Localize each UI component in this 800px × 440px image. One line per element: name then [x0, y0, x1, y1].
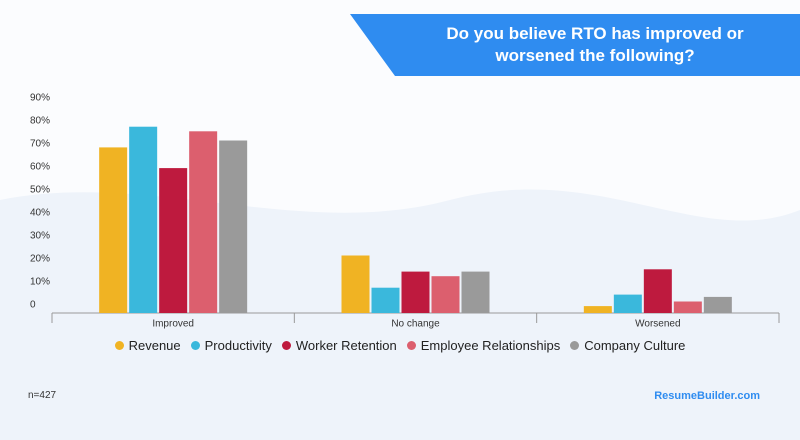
bar [673, 301, 702, 313]
legend-item: Worker Retention [281, 338, 397, 353]
legend-marker [406, 341, 416, 350]
y-tick-label: 20% [30, 254, 50, 265]
y-tick-label: 10% [30, 277, 50, 288]
x-tick-label: Worsened [635, 319, 680, 330]
legend-label: Employee Relationships [420, 338, 561, 353]
y-tick-label: 50% [30, 185, 50, 196]
legend-item: Company Culture [570, 338, 685, 353]
legend-marker [281, 341, 291, 350]
y-tick-label: 60% [30, 162, 50, 173]
x-tick-label: Improved [152, 319, 194, 330]
bar [461, 271, 490, 313]
bar [643, 269, 672, 313]
y-tick-label: 80% [30, 116, 50, 127]
bar [703, 296, 732, 313]
bar [613, 294, 642, 313]
source: ResumeBuilder.com [654, 390, 760, 402]
x-tick-label: No change [391, 319, 440, 330]
legend: Revenue Productivity Worker Retention Emplo… [0, 338, 800, 353]
y-tick-label: 90% [30, 93, 50, 104]
bar [583, 306, 612, 313]
legend-marker [570, 341, 580, 350]
sample-note: n=427 [28, 390, 57, 401]
legend-label: Productivity [204, 338, 272, 353]
legend-item: Productivity [190, 338, 272, 353]
y-tick-label: 0 [30, 300, 36, 311]
bar [341, 255, 370, 313]
legend-marker [114, 341, 124, 350]
y-tick-label: 40% [30, 208, 50, 219]
bar [219, 140, 248, 313]
bar [129, 126, 158, 313]
bar [431, 276, 460, 313]
bar [99, 147, 128, 313]
legend-item: Employee Relationships [406, 338, 561, 353]
legend-item: Revenue [114, 338, 181, 353]
legend-label: Revenue [128, 338, 181, 353]
legend-marker [190, 341, 200, 350]
legend-label: Worker Retention [295, 338, 397, 353]
y-tick-label: 70% [30, 139, 50, 150]
bar [189, 131, 218, 313]
y-tick-label: 30% [30, 231, 50, 242]
legend-label: Company Culture [584, 338, 686, 353]
bar [159, 168, 188, 313]
bar [371, 287, 400, 313]
bar [401, 271, 430, 313]
chart-title: Do you believe RTO has improved or worse… [446, 24, 744, 65]
title-banner: Do you believe RTO has improved or worse… [350, 14, 800, 76]
